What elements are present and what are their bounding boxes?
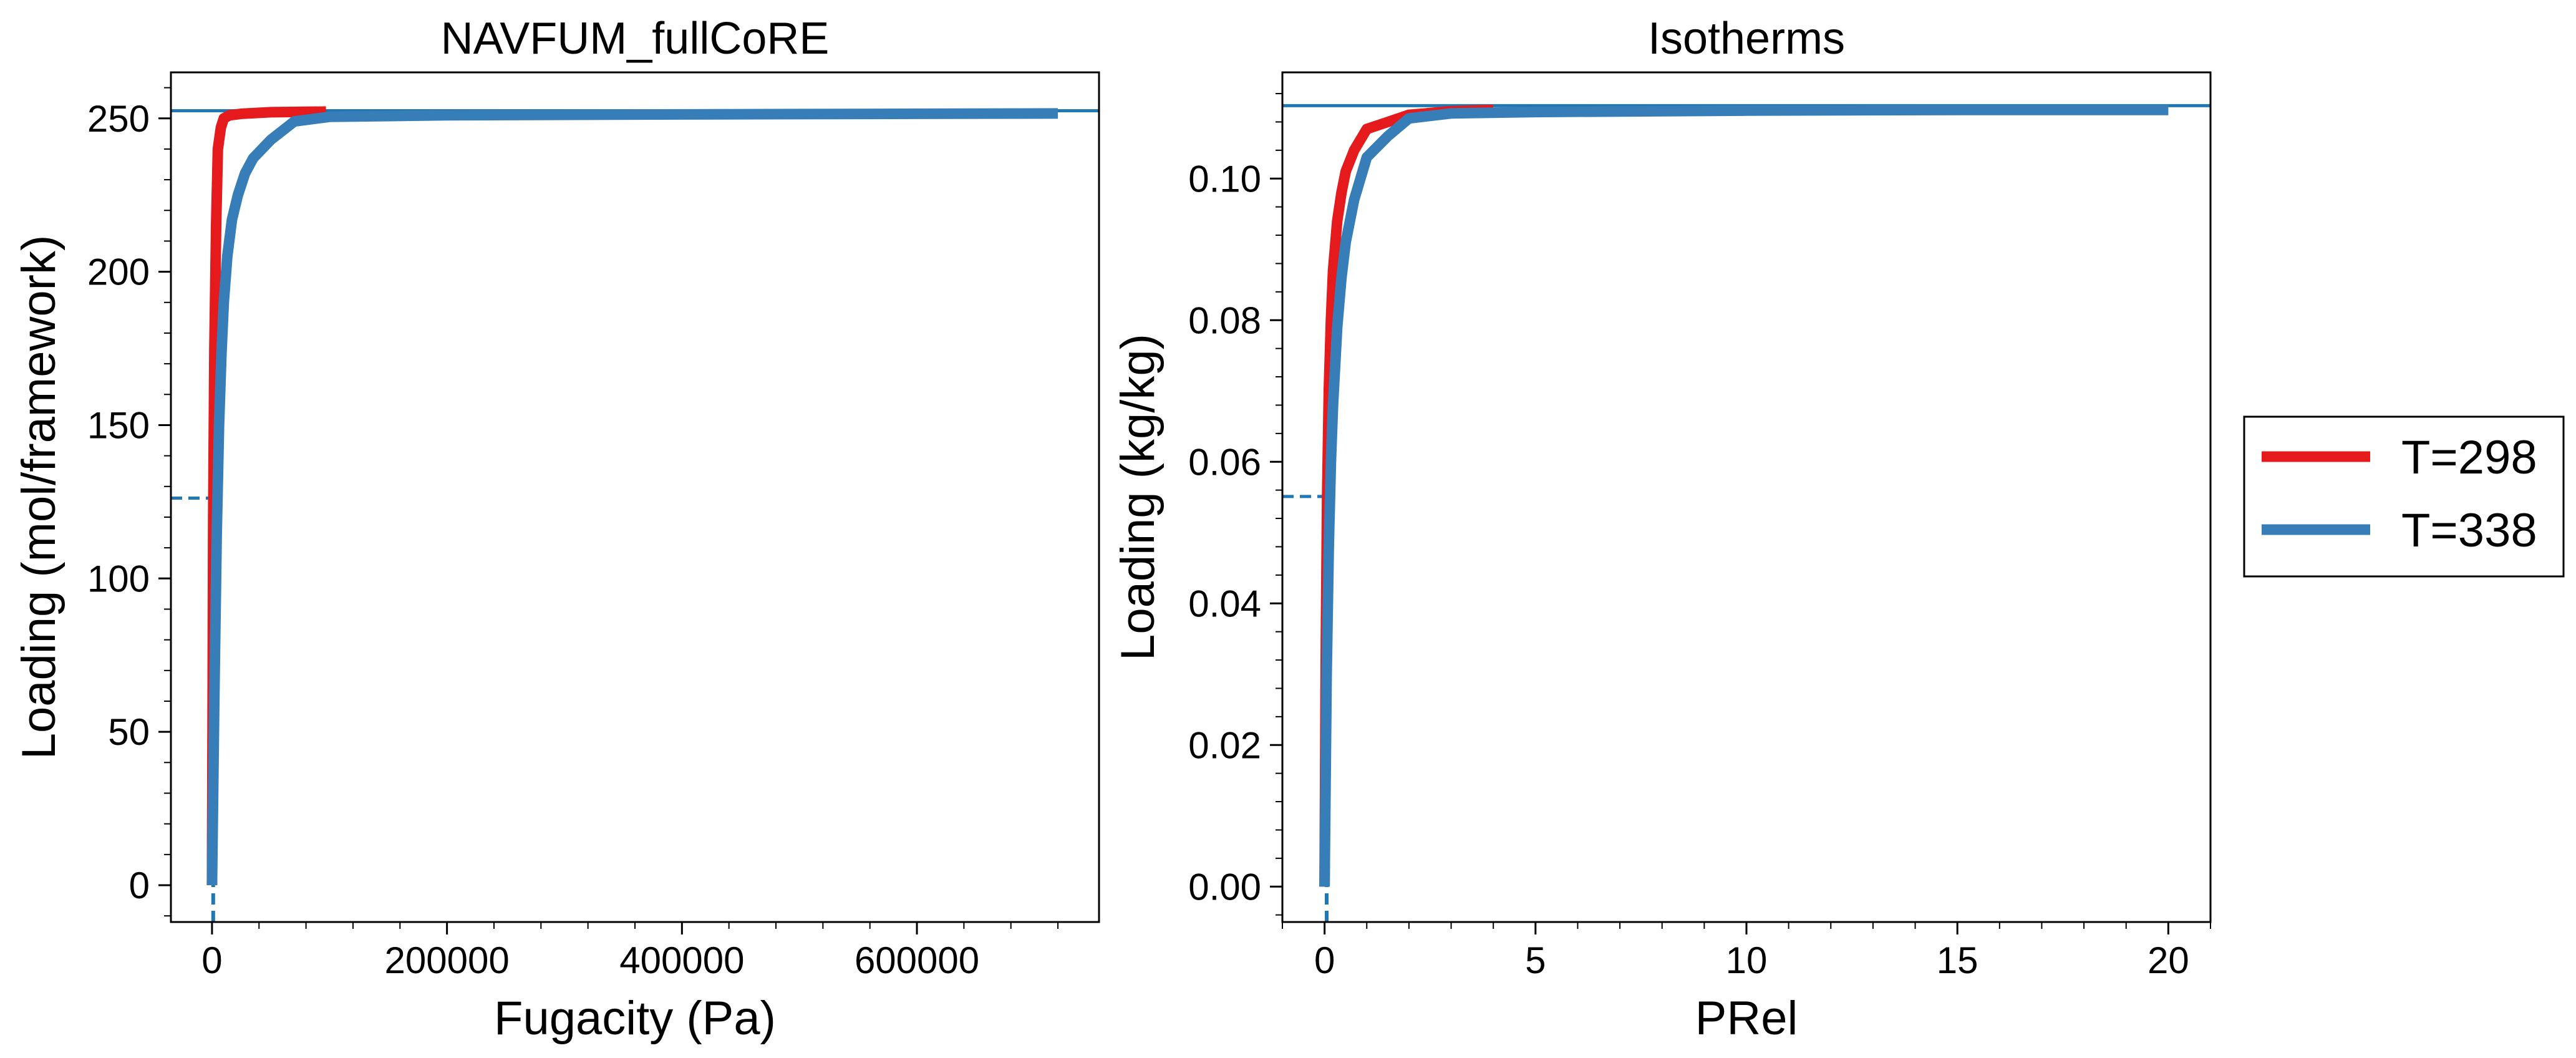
x-tick-label: 0 xyxy=(1314,939,1335,981)
y-tick-label: 0 xyxy=(129,865,150,906)
legend-label: T=298 xyxy=(2401,431,2537,484)
chart-panel-isotherms: 0 5 10 15 20 0.00 0.02 0.04 0.06 0.08 0.10 Isotherm… xyxy=(1111,14,2212,1045)
x-axis-label: PRel xyxy=(1695,992,1798,1045)
x-tick-label: 0 xyxy=(201,939,222,981)
y-tick-label: 0.06 xyxy=(1188,441,1261,483)
y-axis-label: Loading (mol/framework) xyxy=(12,235,65,760)
y-tick-label: 200 xyxy=(87,251,150,293)
x-axis-label: Fugacity (Pa) xyxy=(494,992,776,1045)
x-tick-label: 10 xyxy=(1726,939,1768,981)
x-tick-label: 200000 xyxy=(385,939,510,981)
y-tick-label: 0.00 xyxy=(1188,866,1261,908)
series-line-t-338 xyxy=(1319,104,2169,887)
y-tick-label: 250 xyxy=(87,98,150,140)
chart-panel-fugacity: 0 200000 400000 600000 0 50 100 150 200 250 NAVFUM… xyxy=(12,14,1100,1045)
y-tick-label: 0.02 xyxy=(1188,724,1261,766)
legend-label: T=338 xyxy=(2401,504,2537,557)
y-tick-label: 100 xyxy=(87,558,150,599)
y-tick-label: 0.10 xyxy=(1188,158,1261,200)
y-tick-label: 0.04 xyxy=(1188,583,1261,624)
y-tick-label: 0.08 xyxy=(1188,299,1261,341)
series-line-t-338 xyxy=(206,108,1058,886)
x-tick-label: 5 xyxy=(1525,939,1546,981)
chart-title: Isotherms xyxy=(1648,14,1845,64)
chart-title: NAVFUM_fullCoRE xyxy=(441,14,830,64)
x-tick-label: 600000 xyxy=(855,939,979,981)
x-tick-label: 15 xyxy=(1937,939,1978,981)
y-tick-label: 150 xyxy=(87,404,150,446)
legend-box xyxy=(2243,415,2565,578)
y-tick-label: 50 xyxy=(108,711,150,753)
x-tick-label: 20 xyxy=(2147,939,2189,981)
x-tick-label: 400000 xyxy=(619,939,744,981)
y-axis-label: Loading (kg/kg) xyxy=(1111,334,1165,661)
legend: T=298 T=338 xyxy=(2243,415,2565,578)
